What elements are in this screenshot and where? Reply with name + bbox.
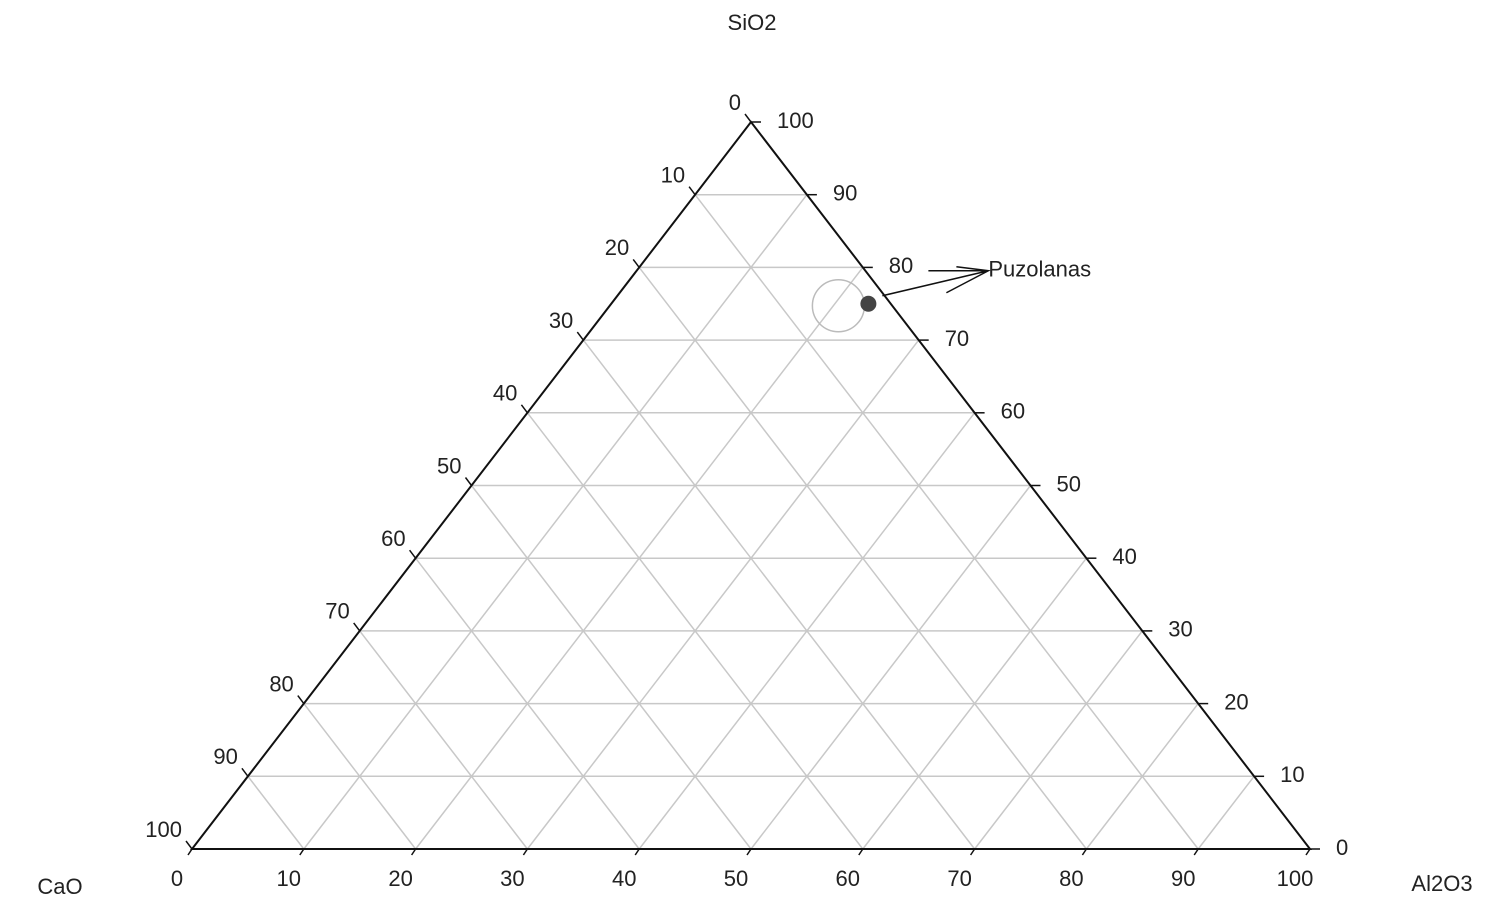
grid-line (750, 485, 1032, 850)
grid-line (415, 557, 640, 850)
axis-title-left: CaO (37, 874, 82, 899)
tick-mark (969, 848, 976, 856)
tick-label: 20 (605, 235, 629, 260)
tick-label: 10 (661, 163, 685, 188)
tick-label: 20 (1224, 689, 1248, 714)
annotation: Puzolanas (988, 257, 1091, 282)
tick-mark (299, 848, 305, 856)
tick-mark (688, 186, 696, 196)
tick-mark (297, 695, 305, 705)
tick-label: 60 (1001, 399, 1025, 424)
tick-label: 40 (493, 381, 517, 406)
tick-label: 100 (777, 108, 814, 133)
grid-line (247, 775, 305, 850)
tick-label: 60 (836, 866, 860, 891)
tick-mark (241, 767, 249, 777)
grid-line (359, 630, 528, 850)
tick-label: 80 (889, 253, 913, 278)
grid-line (526, 412, 864, 850)
tick-mark (522, 848, 529, 856)
tick-mark (634, 848, 640, 856)
grid-line (974, 630, 1143, 850)
tick-mark (409, 549, 417, 559)
grid-line (303, 194, 808, 850)
tick-label: 0 (729, 90, 741, 115)
tick-label: 90 (1171, 866, 1195, 891)
grid-line (470, 485, 752, 850)
tick-label: 70 (945, 326, 969, 351)
tick-label: 30 (500, 866, 524, 891)
annotation-arrow (882, 266, 991, 297)
tick-mark (1193, 848, 1199, 856)
grid-line (303, 703, 417, 850)
tick-mark (520, 404, 529, 414)
tick-label: 0 (171, 866, 183, 891)
tick-label: 40 (612, 866, 636, 891)
tick-mark (858, 848, 864, 856)
tick-mark (464, 477, 473, 486)
grid-line (1197, 775, 1255, 850)
tick-label: 100 (145, 817, 182, 842)
tick-mark (1305, 848, 1311, 856)
tick-mark (185, 840, 193, 850)
tick-mark (353, 622, 361, 632)
tick-label: 30 (549, 308, 573, 333)
tick-label: 20 (388, 866, 412, 891)
tick-label: 100 (1277, 866, 1314, 891)
data-point (860, 295, 877, 312)
grid-line (694, 194, 1199, 850)
grid-line (526, 339, 920, 850)
tick-label: 80 (1059, 866, 1083, 891)
tick-label: 10 (277, 866, 301, 891)
tick-label: 0 (1336, 835, 1348, 860)
highlight-ring (811, 279, 866, 333)
tick-mark (744, 113, 752, 123)
tick-mark (1081, 848, 1088, 856)
tick-label: 50 (437, 453, 461, 478)
axis-title-right: Al2O3 (1411, 871, 1472, 896)
tick-label: 70 (325, 599, 349, 624)
tick-mark (410, 848, 417, 856)
grid-line (638, 266, 1087, 850)
tick-mark (187, 848, 193, 856)
tick-label: 90 (833, 181, 857, 206)
axis-title-top: SiO2 (728, 10, 777, 35)
tick-label: 10 (1280, 762, 1304, 787)
tick-label: 50 (724, 866, 748, 891)
tick-mark (576, 331, 584, 341)
tick-label: 60 (381, 526, 405, 551)
tick-label: 70 (947, 866, 971, 891)
tick-label: 30 (1168, 617, 1192, 642)
tick-label: 50 (1057, 471, 1081, 496)
tick-label: 90 (213, 744, 237, 769)
tick-label: 80 (269, 671, 293, 696)
grid-line (582, 339, 976, 850)
tick-mark (632, 258, 640, 268)
tick-mark (746, 848, 752, 856)
tick-label: 40 (1112, 544, 1136, 569)
